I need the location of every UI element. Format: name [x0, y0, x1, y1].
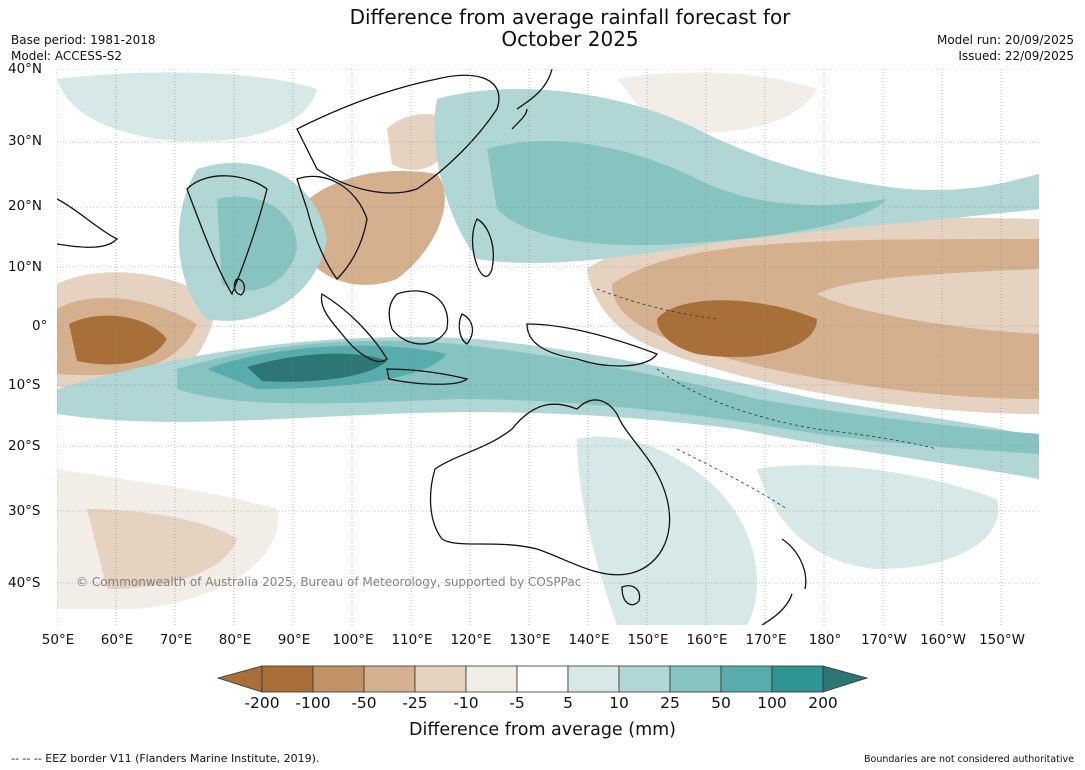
colorbar-segment — [771, 665, 824, 693]
colorbar-tick: 100 — [757, 694, 787, 712]
map-canvas — [57, 69, 1039, 625]
new-zealand-coastline — [761, 538, 807, 625]
lon-label: 110°E — [391, 632, 433, 648]
colorbar-tick: 200 — [808, 694, 838, 712]
sumatra-coastline — [320, 292, 388, 362]
lon-label: 60°E — [100, 632, 134, 648]
colorbar-segment — [363, 665, 416, 693]
colorbar-segment — [669, 665, 722, 693]
dry-region-medium — [612, 239, 1039, 399]
lat-label-10s: 10°S — [8, 377, 41, 393]
lon-label: 180° — [808, 632, 842, 648]
colorbar-segment — [567, 665, 620, 693]
new-guinea-coastline — [526, 323, 658, 367]
colorbar-tick: -200 — [244, 694, 280, 712]
wet-region-light — [757, 465, 999, 569]
colorbar-segment — [618, 665, 671, 693]
colorbar-tick: -10 — [453, 694, 479, 712]
tasmania-coastline — [621, 585, 641, 606]
colorbar-segment — [261, 665, 314, 693]
colorbar-label: Difference from average (mm) — [408, 720, 677, 740]
lat-label-20s: 20°S — [8, 438, 41, 454]
arabia-coastline — [57, 198, 119, 248]
colorbar-tick: 50 — [711, 694, 731, 712]
india-coastline — [186, 175, 268, 296]
colorbar-segment — [516, 665, 569, 693]
lon-label: 170°W — [861, 632, 907, 648]
colorbar — [216, 665, 869, 693]
lon-label: 70°E — [159, 632, 193, 648]
colorbar-segment — [465, 665, 518, 693]
lon-label: 100°E — [332, 632, 374, 648]
lon-label: 160°E — [686, 632, 728, 648]
lon-label: 170°E — [745, 632, 787, 648]
dry-region-strong — [69, 315, 167, 365]
wet-region-light — [57, 72, 317, 142]
lon-label: 130°E — [509, 632, 551, 648]
lat-label-30s: 30°S — [8, 503, 41, 519]
dry-region-strong — [657, 300, 817, 358]
indochina-coastline — [296, 175, 368, 280]
lon-label: 80°E — [218, 632, 252, 648]
eez-border — [656, 368, 938, 450]
eez-border — [676, 448, 788, 510]
lon-label: 160°W — [920, 632, 966, 648]
meta-left: Base period: 1981-2018 Model: ACCESS-S2 — [11, 32, 156, 64]
japan-coastline — [511, 69, 553, 130]
colorbar-tick: -5 — [509, 694, 525, 712]
colorbar-segment — [312, 665, 365, 693]
eez-border-layer — [596, 288, 938, 510]
colorbar-tick: 5 — [563, 694, 573, 712]
lat-label-20n: 20°N — [8, 198, 43, 214]
china-coastline — [296, 74, 500, 194]
philippines-coastline — [471, 218, 494, 278]
australia-coastline — [429, 399, 671, 576]
map-title-line2: October 2025 — [501, 27, 639, 51]
boundaries-disclaimer: Boundaries are not considered authoritat… — [864, 754, 1074, 765]
coastline-layer — [57, 69, 807, 625]
copyright-notice: © Commonwealth of Australia 2025, Bureau… — [76, 575, 582, 589]
base-period-text: Base period: 1981-2018 — [11, 33, 156, 47]
meta-right: Model run: 20/09/2025 Issued: 22/09/2025 — [937, 32, 1074, 64]
eez-legend-text: -- -- -- EEZ border V11 (Flanders Marine… — [11, 752, 320, 765]
lon-label: 90°E — [277, 632, 311, 648]
eez-border — [596, 288, 718, 320]
lat-label-10n: 10°N — [8, 259, 43, 275]
rainfall-anomaly-map — [57, 69, 1039, 625]
lat-label-40s: 40°S — [8, 575, 41, 591]
model-text: Model: ACCESS-S2 — [11, 49, 123, 63]
lon-label: 140°E — [568, 632, 610, 648]
wet-anomaly-layer — [57, 72, 1039, 625]
lat-label-30n: 30°N — [8, 133, 43, 149]
lat-label-0: 0° — [32, 318, 48, 334]
colorbar-tick: 25 — [660, 694, 680, 712]
dry-region-medium — [297, 170, 445, 285]
sri-lanka-coastline — [233, 278, 246, 296]
colorbar-arrow-wet — [822, 665, 869, 693]
lon-label: 120°E — [450, 632, 492, 648]
dry-region-medium — [87, 509, 237, 589]
colorbar-segment — [414, 665, 467, 693]
colorbar-tick: -50 — [351, 694, 377, 712]
colorbar-tick: -25 — [402, 694, 428, 712]
colorbar-tick: 10 — [609, 694, 629, 712]
issued-text: Issued: 22/09/2025 — [958, 49, 1074, 63]
sulawesi-coastline — [458, 313, 474, 345]
colorbar-arrow-dry — [216, 665, 263, 693]
lon-label: 150°E — [627, 632, 669, 648]
lat-label-40n: 40°N — [8, 61, 43, 77]
map-title-line1: Difference from average rainfall forecas… — [349, 5, 791, 29]
colorbar-tick: -100 — [295, 694, 331, 712]
java-coastline — [386, 368, 469, 385]
borneo-coastline — [388, 290, 449, 345]
lon-label: 50°E — [41, 632, 75, 648]
wet-region-medium — [487, 140, 887, 246]
lon-label: 150°W — [979, 632, 1025, 648]
colorbar-segment — [720, 665, 773, 693]
model-run-text: Model run: 20/09/2025 — [936, 33, 1074, 47]
wet-region-light — [577, 436, 757, 625]
